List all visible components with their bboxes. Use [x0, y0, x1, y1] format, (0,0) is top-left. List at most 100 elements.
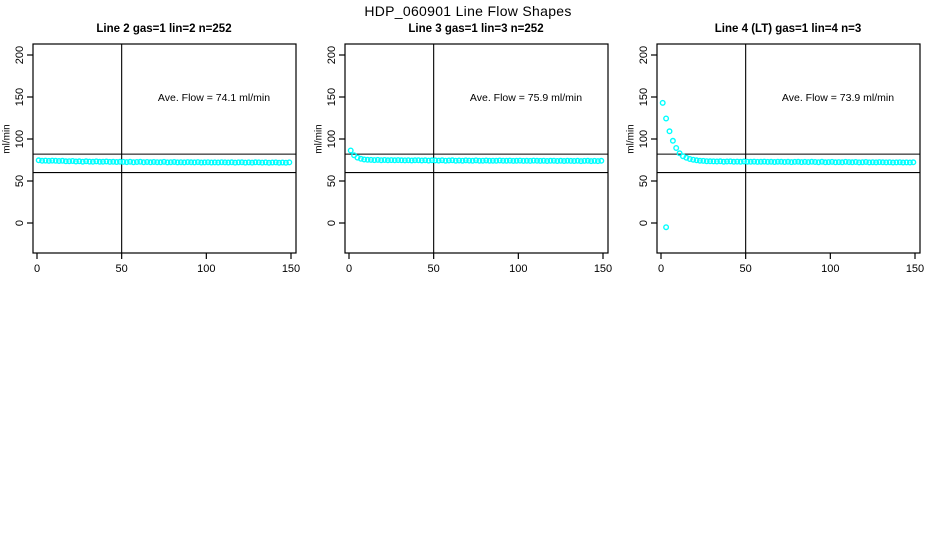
- data-point: [805, 159, 812, 166]
- data-point: [713, 158, 720, 165]
- data-point: [849, 159, 856, 166]
- plot-box: [656, 43, 921, 254]
- data-point: [557, 157, 564, 164]
- data-point: [177, 159, 184, 166]
- data-point: [72, 158, 79, 165]
- data-point: [174, 159, 181, 166]
- data-point: [832, 159, 839, 166]
- data-point: [710, 158, 717, 165]
- data-point: [883, 159, 890, 166]
- x-tick-label: 100: [821, 263, 839, 275]
- data-point: [663, 115, 670, 122]
- y-tick-label: 0: [14, 220, 26, 226]
- data-point: [242, 159, 249, 166]
- data-point: [140, 159, 147, 166]
- data-point: [676, 150, 683, 157]
- data-point: [852, 158, 859, 165]
- data-point: [137, 158, 144, 165]
- data-point: [432, 157, 439, 164]
- data-point: [388, 157, 395, 164]
- data-point: [405, 157, 412, 164]
- data-point: [567, 157, 574, 164]
- data-point: [496, 157, 503, 164]
- data-point: [347, 147, 354, 154]
- data-point: [764, 158, 771, 165]
- data-point: [666, 128, 673, 135]
- data-point: [398, 157, 405, 164]
- data-point: [476, 157, 483, 164]
- y-tick-label: 100: [14, 130, 26, 148]
- data-point: [479, 157, 486, 164]
- data-point: [106, 158, 113, 165]
- data-point: [798, 159, 805, 166]
- data-point: [489, 157, 496, 164]
- data-point: [45, 157, 52, 164]
- data-point: [550, 157, 557, 164]
- data-point: [59, 157, 66, 164]
- data-point: [439, 157, 446, 164]
- data-point: [76, 158, 83, 165]
- data-point: [727, 158, 734, 165]
- data-point: [737, 158, 744, 165]
- data-point: [890, 159, 897, 166]
- data-point: [659, 99, 666, 106]
- data-point: [167, 159, 174, 166]
- data-point: [730, 158, 737, 165]
- data-point: [472, 157, 479, 164]
- data-point: [154, 159, 161, 166]
- data-point: [150, 158, 157, 165]
- data-point: [279, 159, 286, 166]
- data-point: [208, 159, 215, 166]
- data-point: [554, 157, 561, 164]
- data-point: [747, 158, 754, 165]
- data-point: [435, 157, 442, 164]
- data-point: [201, 159, 208, 166]
- plot-box: [32, 43, 297, 254]
- data-point: [259, 159, 266, 166]
- x-tick-label: 50: [428, 263, 440, 275]
- data-point: [221, 159, 228, 166]
- data-point: [357, 155, 364, 162]
- data-point: [744, 158, 751, 165]
- data-point: [164, 159, 171, 166]
- x-tick-label: 100: [509, 263, 527, 275]
- panel-line-3: 0 50 100 150 0 50 100 150 200 ml/min Ave. Flow = 7…: [312, 0, 624, 300]
- data-point: [456, 157, 463, 164]
- data-point: [815, 159, 822, 166]
- y-tick-label: 50: [14, 175, 26, 187]
- data-point: [42, 157, 49, 164]
- data-point: [130, 159, 137, 166]
- data-point: [690, 156, 697, 163]
- data-point: [49, 157, 56, 164]
- data-point: [571, 157, 578, 164]
- data-point: [876, 159, 883, 166]
- data-point: [255, 159, 262, 166]
- y-axis-label: ml/min: [626, 124, 637, 153]
- data-point: [39, 157, 46, 164]
- data-point: [459, 157, 466, 164]
- data-point: [262, 159, 269, 166]
- x-tick-label: 150: [282, 263, 300, 275]
- data-point: [818, 158, 825, 165]
- data-point: [547, 157, 554, 164]
- data-point: [866, 159, 873, 166]
- data-point: [249, 159, 256, 166]
- data-point: [462, 157, 469, 164]
- data-point: [703, 158, 710, 165]
- data-point: [825, 159, 832, 166]
- y-tick-label: 100: [326, 130, 338, 148]
- plot-box: [344, 43, 609, 254]
- y-tick-label: 150: [14, 88, 26, 106]
- data-point: [89, 158, 96, 165]
- data-point: [808, 158, 815, 165]
- data-point: [591, 157, 598, 164]
- data-point: [79, 158, 86, 165]
- data-point: [700, 157, 707, 164]
- data-point: [903, 159, 910, 166]
- data-point: [269, 159, 276, 166]
- y-tick-label: 150: [326, 88, 338, 106]
- panel-line-4: 0 50 100 150 0 50 100 150 200 ml/min Ave. Flow = 7…: [624, 0, 936, 300]
- data-point: [856, 159, 863, 166]
- data-points: [659, 99, 917, 231]
